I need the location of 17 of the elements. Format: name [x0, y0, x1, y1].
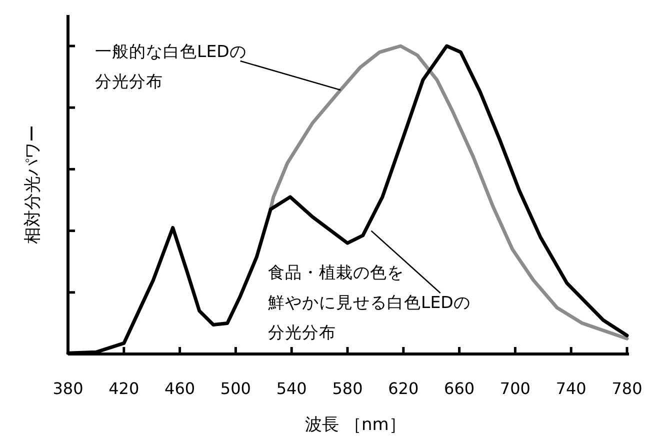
- y-axis-title: 相対分光パワー: [23, 125, 43, 244]
- x-tick-label: 660: [444, 379, 475, 398]
- x-tick-label: 380: [52, 379, 84, 398]
- annotation: 食品・植栽の色を鮮やかに見せる白色LEDの分光分布: [268, 230, 470, 342]
- x-tick-label: 580: [332, 379, 363, 398]
- x-tick-label: 620: [388, 379, 419, 398]
- annotation: 一般的な白色LEDの分光分布: [95, 42, 246, 91]
- x-tick-label: 780: [612, 379, 642, 398]
- x-tick-label: 500: [220, 379, 251, 398]
- x-tick-label: 700: [500, 379, 530, 398]
- annotation: 一般的な白色LEDの分光分布: [95, 42, 341, 91]
- x-axis-title: 波長 ［nm］: [305, 415, 406, 435]
- x-tick-label: 540: [276, 379, 307, 398]
- x-tick-label: 740: [556, 379, 586, 398]
- x-tick-label: 420: [108, 379, 140, 398]
- x-tick-label: 460: [164, 379, 196, 398]
- annotation: 食品・植栽の色を鮮やかに見せる白色LEDの分光分布: [268, 263, 470, 342]
